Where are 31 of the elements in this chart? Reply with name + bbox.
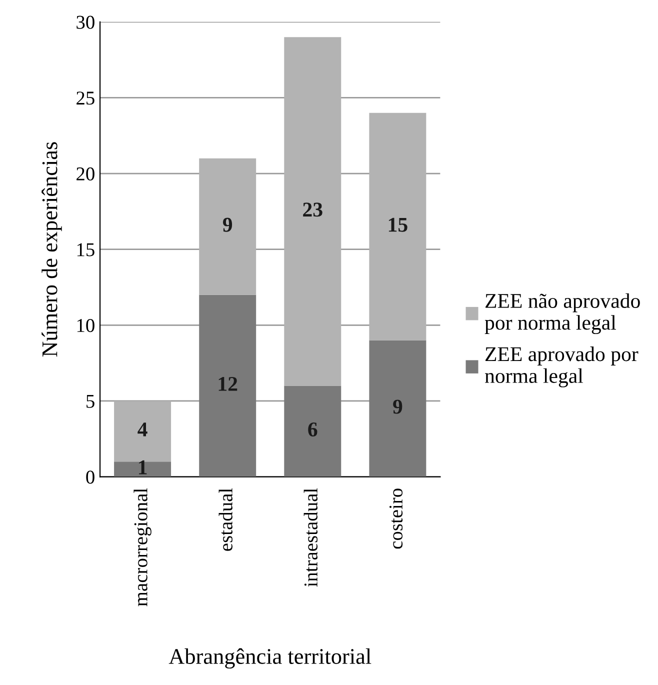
- bar: [369, 340, 426, 477]
- data-label: 15: [388, 218, 408, 232]
- data-label: 9: [222, 218, 232, 232]
- bar: [199, 294, 256, 477]
- legend-label: ZEE não aprovado por norma legal: [484, 293, 640, 334]
- x-axis-title: Abrangência territorial: [168, 648, 372, 669]
- data-label: 4: [138, 422, 148, 436]
- x-tick-label: estadual: [218, 488, 232, 551]
- data-label: 9: [393, 400, 402, 414]
- x-tick-label: intraestadual: [304, 488, 318, 587]
- y-tick-label: 30: [76, 16, 94, 29]
- data-label: 1: [139, 460, 147, 474]
- y-axis-title: Número de experiências: [42, 142, 62, 357]
- data-label: 23: [303, 202, 322, 217]
- bar: [114, 462, 172, 477]
- bar: [199, 158, 256, 295]
- y-tick-label: 5: [86, 394, 94, 408]
- bar: [284, 386, 342, 477]
- bar: [114, 400, 172, 462]
- y-tick-label: 10: [77, 318, 94, 332]
- data-label: 6: [308, 422, 318, 436]
- y-tick-label: 15: [77, 243, 94, 256]
- bar: [369, 112, 426, 340]
- x-tick-label: macrorregional: [134, 488, 152, 606]
- legend-label: ZEE aprovado por norma legal: [484, 346, 638, 388]
- x-tick-label: costeiro: [389, 488, 403, 549]
- y-tick-label: 0: [86, 470, 94, 484]
- y-tick-label: 20: [76, 167, 94, 180]
- bar: [284, 37, 342, 386]
- y-tick-label: 25: [76, 92, 94, 105]
- data-label: 12: [218, 377, 238, 391]
